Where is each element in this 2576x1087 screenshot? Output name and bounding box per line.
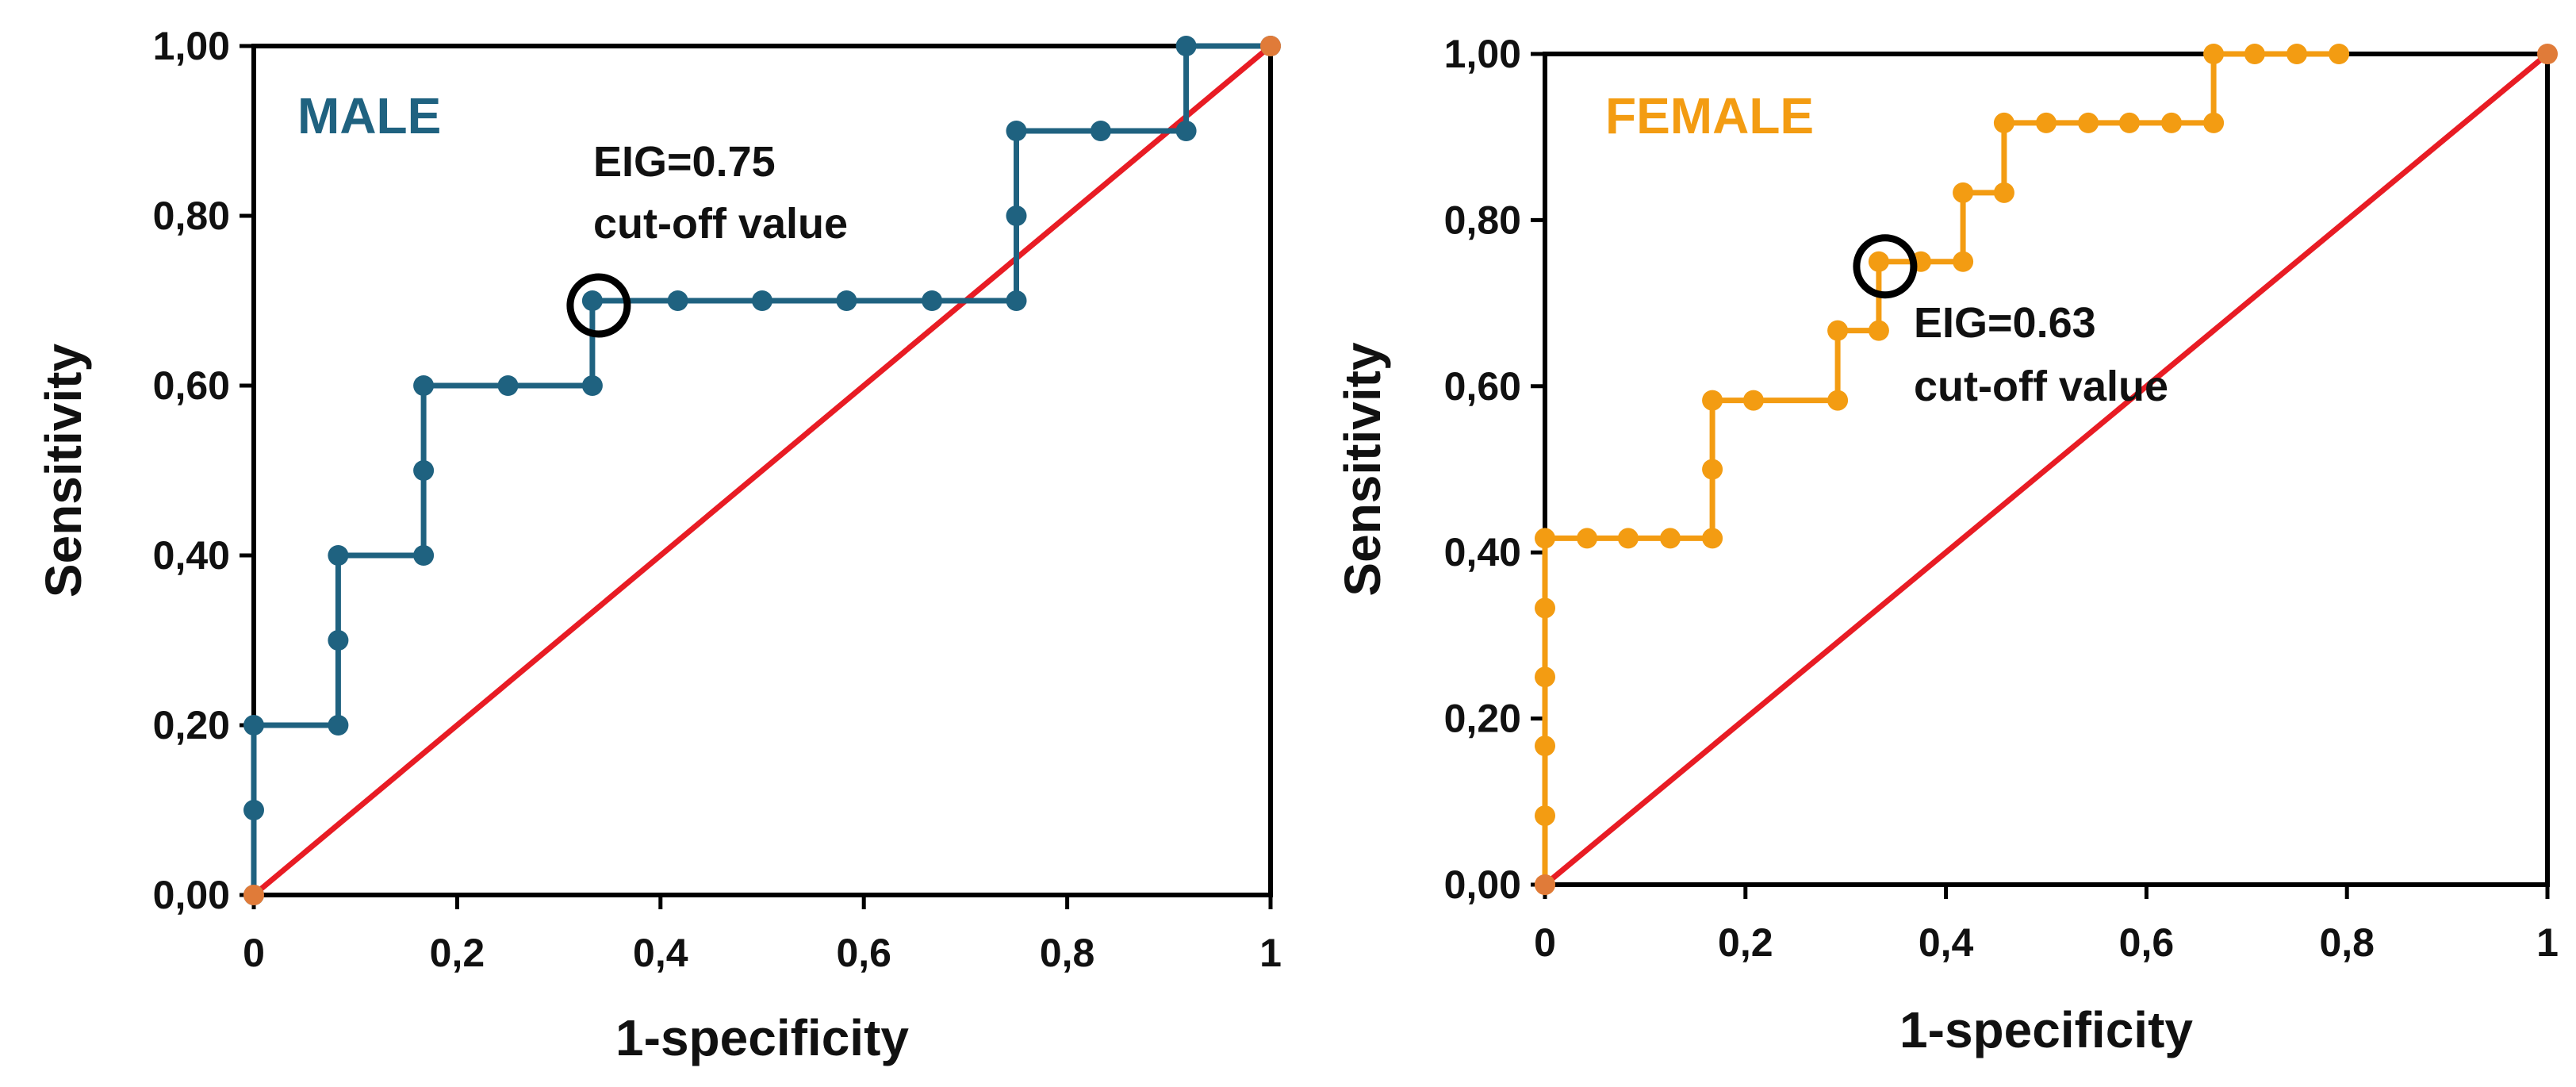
x-tick-label: 0,2 — [430, 931, 485, 975]
roc-panel-female: 0,00 0,20 0,40 0,60 0,80 1,00 0 0,2 0,4 0,6 0,8 1 1-… — [1334, 32, 2559, 1058]
roc-point — [413, 545, 435, 566]
y-tick-label: 0,40 — [153, 533, 230, 578]
roc-point — [1175, 36, 1197, 56]
roc-point — [2036, 112, 2057, 133]
x-axis-title: 1-specificity — [615, 1009, 909, 1066]
roc-point — [413, 375, 435, 396]
roc-point — [836, 290, 857, 311]
annotation-eig: EIG=0.75 — [593, 138, 776, 186]
roc-point — [752, 290, 772, 311]
x-tick-label: 1 — [1259, 931, 1282, 975]
roc-point-end — [1260, 36, 1281, 56]
roc-point — [2329, 44, 2350, 64]
roc-point — [1006, 121, 1027, 141]
roc-point — [581, 375, 603, 396]
roc-point — [581, 290, 603, 311]
y-tick-label: 1,00 — [153, 24, 230, 68]
roc-point — [2244, 44, 2265, 64]
x-tick-label: 0,6 — [2119, 920, 2175, 965]
roc-point — [1868, 251, 1889, 272]
roc-point — [2161, 112, 2182, 133]
roc-point — [1953, 251, 1974, 272]
roc-point — [922, 290, 943, 311]
y-tick-label: 0,80 — [153, 194, 230, 238]
roc-point — [2287, 44, 2307, 64]
roc-panel-male: 0,00 0,20 0,40 0,60 0,80 1,00 0 0,2 0,4 0,6 0,8 1 1-… — [35, 24, 1282, 1066]
y-tick-label: 0,40 — [1444, 530, 1521, 574]
annotation-cutoff: cut-off value — [593, 200, 848, 248]
roc-point — [1993, 112, 2014, 133]
annotation-cutoff: cut-off value — [1914, 363, 2168, 410]
roc-point-origin — [243, 885, 264, 905]
roc-point — [1702, 459, 1723, 480]
roc-point — [1535, 805, 1555, 827]
roc-point — [1702, 390, 1723, 411]
x-tick-label: 0,8 — [2319, 920, 2375, 965]
roc-point — [413, 460, 435, 481]
roc-point — [1827, 320, 1849, 341]
y-tick-label: 0,00 — [153, 873, 230, 917]
roc-point — [328, 545, 349, 566]
roc-point — [2203, 112, 2225, 133]
plot-frame — [1543, 52, 2550, 887]
cutoff-marker — [1853, 234, 1918, 299]
x-tick-label: 0,6 — [836, 931, 891, 975]
y-tick-label: 0,60 — [153, 363, 230, 408]
roc-point — [1006, 205, 1027, 226]
roc-point-origin — [1535, 874, 1555, 895]
reference-line — [1543, 52, 2550, 887]
roc-point — [1090, 121, 1111, 141]
x-tick-label: 0,8 — [1040, 931, 1095, 975]
roc-point — [1868, 320, 1889, 341]
roc-point — [1535, 528, 1555, 549]
y-axis-title: Sensitivity — [35, 344, 92, 598]
roc-point — [497, 375, 519, 396]
x-tick-label: 0 — [1534, 920, 1556, 965]
y-tick-label: 0,20 — [1444, 697, 1521, 741]
y-tick-label: 0,80 — [1444, 198, 1521, 242]
roc-point — [1702, 528, 1723, 549]
roc-point-end — [2537, 44, 2558, 64]
roc-point — [2203, 44, 2225, 64]
roc-point — [1535, 736, 1555, 757]
x-tick-label: 1 — [2536, 920, 2559, 965]
plot-frame — [251, 44, 1273, 897]
panel-title: MALE — [297, 87, 441, 144]
roc-point — [667, 290, 688, 311]
roc-point — [1535, 666, 1555, 688]
x-tick-label: 0 — [243, 931, 265, 975]
roc-point — [1742, 390, 1764, 411]
annotation-eig: EIG=0.63 — [1914, 299, 2096, 347]
roc-point — [2078, 112, 2099, 133]
x-axis-title: 1-specificity — [1899, 1001, 2193, 1058]
roc-point — [1175, 121, 1197, 141]
cutoff-marker — [566, 273, 631, 338]
roc-point — [1953, 182, 1974, 203]
roc-point — [1660, 528, 1681, 549]
roc-point — [1993, 182, 2014, 203]
y-tick-label: 1,00 — [1444, 32, 1521, 76]
roc-point — [1006, 290, 1027, 311]
roc-point — [1827, 390, 1849, 411]
x-tick-label: 0,4 — [1919, 920, 1974, 965]
roc-point — [1617, 528, 1639, 549]
y-tick-label: 0,60 — [1444, 364, 1521, 409]
y-tick-label: 0,20 — [153, 703, 230, 747]
roc-point — [1577, 528, 1598, 549]
x-tick-label: 0,2 — [1718, 920, 1773, 965]
panel-title: FEMALE — [1605, 87, 1814, 144]
roc-point — [243, 800, 264, 820]
x-tick-label: 0,4 — [633, 931, 688, 975]
roc-point — [2118, 112, 2140, 133]
roc-point — [328, 630, 349, 651]
y-tick-label: 0,00 — [1444, 862, 1521, 907]
roc-point — [243, 715, 264, 736]
roc-point — [328, 715, 349, 736]
roc-curve-line — [1542, 51, 2342, 888]
roc-point — [1535, 597, 1555, 619]
reference-line — [251, 44, 1273, 897]
y-axis-title: Sensitivity — [1334, 342, 1391, 597]
